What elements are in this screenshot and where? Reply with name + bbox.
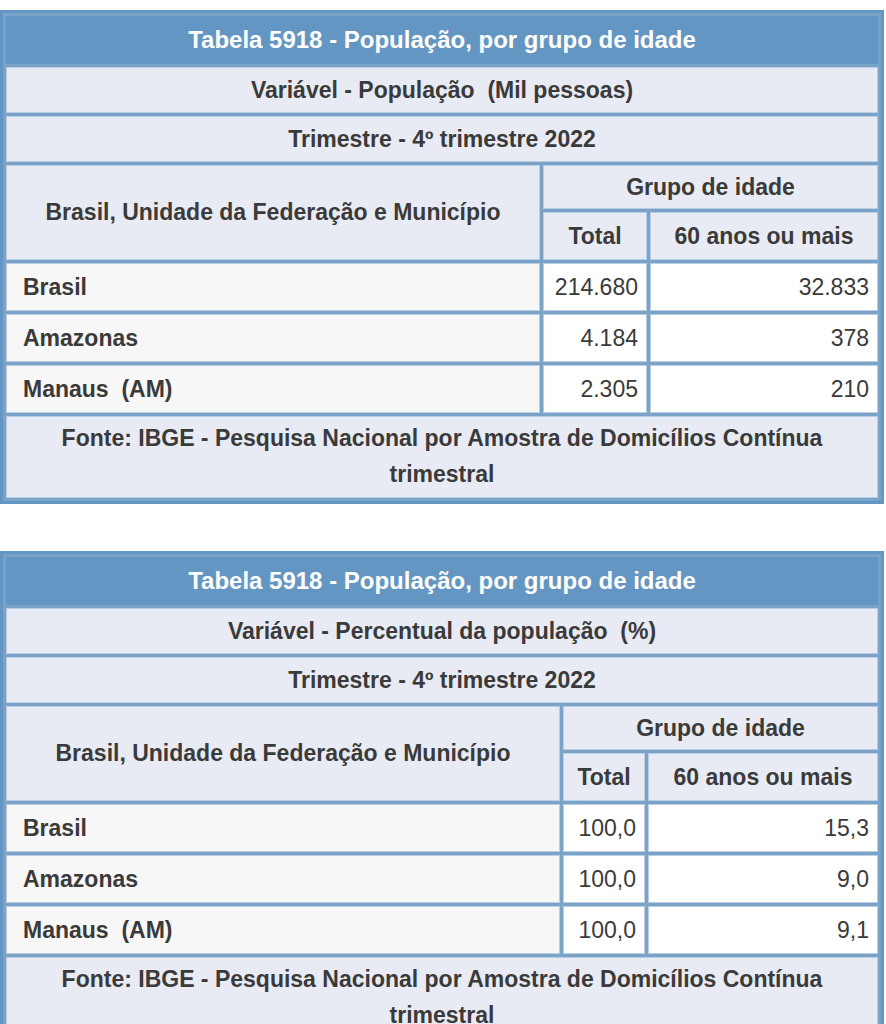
total-column-header: Total <box>543 212 647 260</box>
total-value-cell: 2.305 <box>543 365 647 413</box>
population-table: Tabela 5918 - População, por grupo de id… <box>0 10 884 504</box>
region-cell: Amazonas <box>6 855 560 903</box>
age60-value-cell: 9,1 <box>648 906 878 954</box>
table-row: Amazonas 4.184 378 <box>6 314 878 362</box>
region-column-header: Brasil, Unidade da Federação e Município <box>6 706 560 801</box>
table-title: Tabela 5918 - População, por grupo de id… <box>6 16 878 64</box>
region-cell: Amazonas <box>6 314 540 362</box>
total-value-cell: 100,0 <box>563 855 645 903</box>
age-group-header: Grupo de idade <box>563 706 878 750</box>
quarter-row: Trimestre - 4º trimestre 2022 <box>6 657 878 703</box>
table-row: Manaus (AM) 100,0 9,1 <box>6 906 878 954</box>
table-row: Amazonas 100,0 9,0 <box>6 855 878 903</box>
total-value-cell: 214.680 <box>543 263 647 311</box>
variable-row: Variável - Percentual da população (%) <box>6 608 878 654</box>
region-column-header: Brasil, Unidade da Federação e Município <box>6 165 540 260</box>
region-cell: Manaus (AM) <box>6 365 540 413</box>
age60-value-cell: 32.833 <box>650 263 878 311</box>
total-value-cell: 4.184 <box>543 314 647 362</box>
age60-value-cell: 9,0 <box>648 855 878 903</box>
percentage-table: Tabela 5918 - População, por grupo de id… <box>0 551 884 1024</box>
region-cell: Brasil <box>6 804 560 852</box>
age-group-header: Grupo de idade <box>543 165 878 209</box>
page: Tabela 5918 - População, por grupo de id… <box>0 0 886 1024</box>
table-row: Brasil 100,0 15,3 <box>6 804 878 852</box>
age60-value-cell: 15,3 <box>648 804 878 852</box>
source-note: Fonte: IBGE - Pesquisa Nacional por Amos… <box>6 957 878 1024</box>
age60-value-cell: 210 <box>650 365 878 413</box>
table-row: Manaus (AM) 2.305 210 <box>6 365 878 413</box>
total-value-cell: 100,0 <box>563 906 645 954</box>
age60-column-header: 60 anos ou mais <box>648 753 878 801</box>
quarter-row: Trimestre - 4º trimestre 2022 <box>6 116 878 162</box>
age60-column-header: 60 anos ou mais <box>650 212 878 260</box>
total-column-header: Total <box>563 753 645 801</box>
variable-row: Variável - População (Mil pessoas) <box>6 67 878 113</box>
table-row: Brasil 214.680 32.833 <box>6 263 878 311</box>
total-value-cell: 100,0 <box>563 804 645 852</box>
table-title: Tabela 5918 - População, por grupo de id… <box>6 557 878 605</box>
source-note: Fonte: IBGE - Pesquisa Nacional por Amos… <box>6 416 878 498</box>
age60-value-cell: 378 <box>650 314 878 362</box>
region-cell: Brasil <box>6 263 540 311</box>
region-cell: Manaus (AM) <box>6 906 560 954</box>
